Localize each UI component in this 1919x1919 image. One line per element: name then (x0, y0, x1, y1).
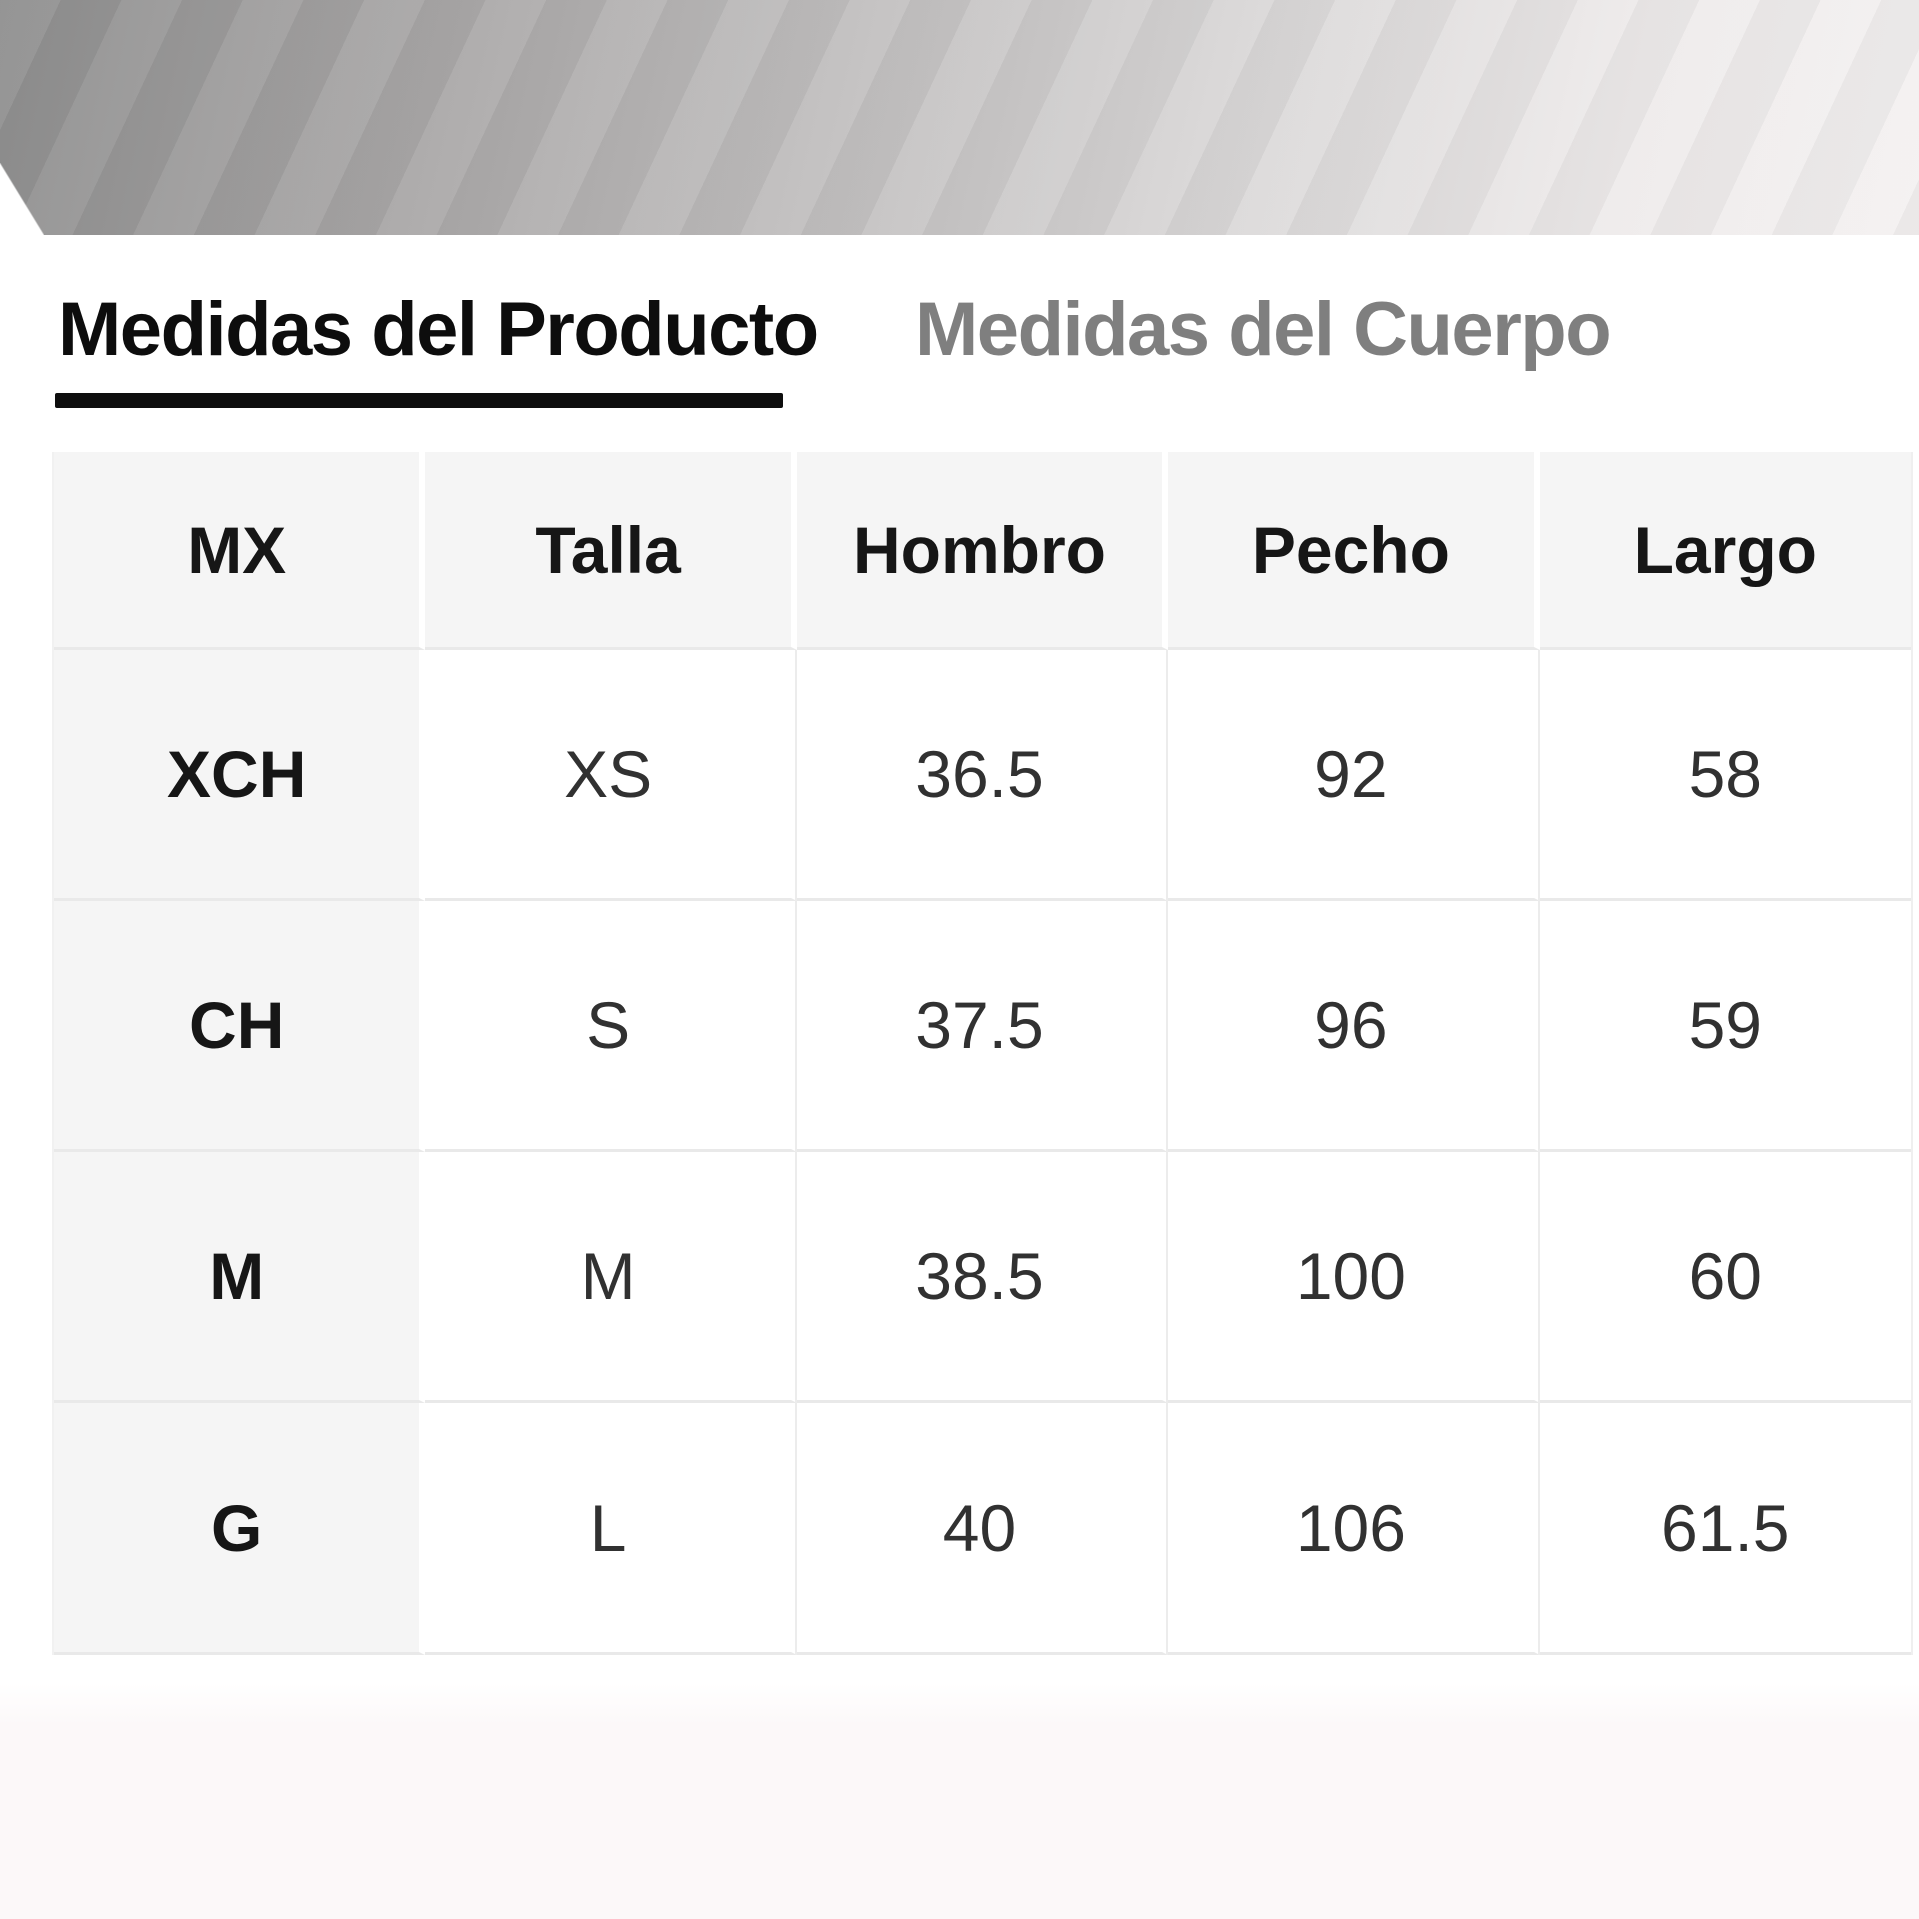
table-cell: 60 (1539, 1152, 1911, 1403)
tab-body-measurements[interactable]: Medidas del Cuerpo (915, 287, 1612, 372)
row-header: CH (54, 901, 426, 1152)
table-cell: 37.5 (796, 901, 1169, 1152)
column-header-pecho: Pecho (1168, 452, 1540, 650)
table-cell: 59 (1539, 901, 1911, 1152)
table-cell: 36.5 (796, 650, 1169, 901)
active-tab-indicator (55, 393, 783, 408)
page-background-below-table (0, 1655, 1919, 1919)
table-cell: M (425, 1152, 797, 1403)
table-cell: 96 (1168, 901, 1540, 1152)
table-cell: S (425, 901, 797, 1152)
row-header: G (54, 1403, 426, 1655)
table-cell: 58 (1539, 650, 1911, 901)
column-header-largo: Largo (1539, 452, 1911, 650)
table-cell: 38.5 (796, 1152, 1169, 1403)
product-photo-edge (0, 0, 1919, 235)
table-cell: 92 (1168, 650, 1540, 901)
table-cell: 61.5 (1539, 1403, 1911, 1655)
row-header: XCH (54, 650, 426, 901)
column-header-hombro: Hombro (796, 452, 1169, 650)
size-chart-table: MX Talla Hombro Pecho Largo XCH XS 36.5 … (52, 452, 1913, 1655)
column-header-talla: Talla (425, 452, 797, 650)
table-cell: 40 (796, 1403, 1169, 1655)
table-cell: 100 (1168, 1152, 1540, 1403)
table-cell: L (425, 1403, 797, 1655)
row-header: M (54, 1152, 426, 1403)
photo-corner-wedge (0, 163, 44, 235)
table-cell: 106 (1168, 1403, 1540, 1655)
column-header-mx: MX (54, 452, 426, 650)
tab-product-measurements[interactable]: Medidas del Producto (58, 287, 819, 372)
table-cell: XS (425, 650, 797, 901)
